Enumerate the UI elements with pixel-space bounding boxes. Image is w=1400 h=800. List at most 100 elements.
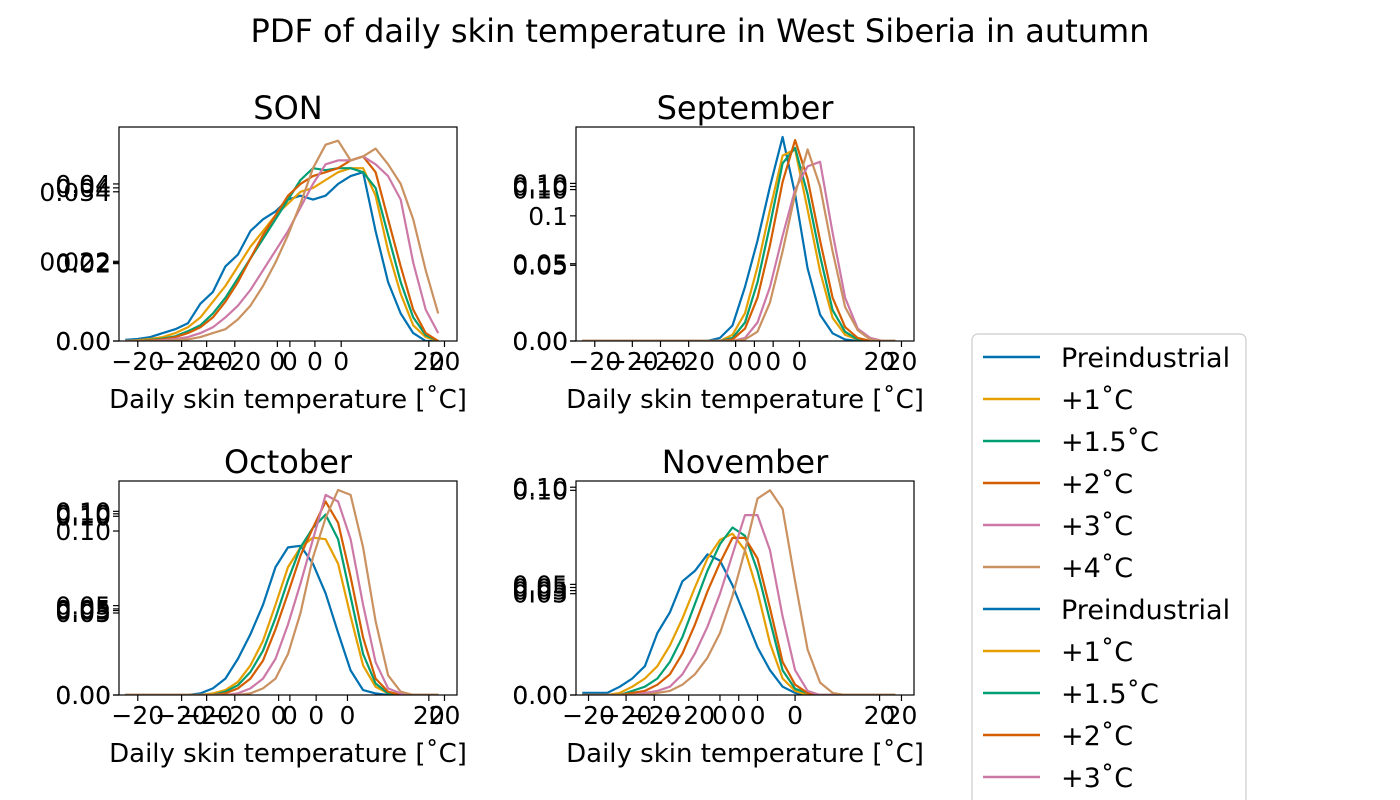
x-tick-label: −20: [155, 347, 208, 376]
legend-label: +2˚C: [1061, 469, 1133, 500]
series-line-plus-1-c: [582, 532, 896, 695]
axes-frame: [118, 480, 458, 696]
x-tick-label: 20: [864, 701, 896, 730]
y-tick-label: 0.10: [55, 500, 111, 529]
legend-label: Preindustrial: [1061, 343, 1230, 374]
axes-frame: [575, 480, 915, 696]
subplot-september: September0.000.000.050.050.10.100.100.10…: [512, 89, 924, 415]
y-tick-label: 0.00: [512, 327, 568, 356]
x-tick-label: 0: [282, 701, 298, 730]
subplot-grid: SON0.000.000.020.020.0220.040.040.034−20…: [39, 89, 923, 769]
x-tick-label: 0: [340, 701, 356, 730]
x-axis-label: Daily skin temperature [˚C]: [109, 739, 467, 769]
y-tick-label: 0.05: [512, 250, 568, 279]
series-line-plus-2-c: [582, 536, 896, 695]
y-tick-label: 0.10: [55, 497, 111, 526]
x-tick-label: −20: [606, 347, 659, 376]
y-tick-label: 0.1: [528, 202, 568, 231]
y-tick-label: 0.05: [55, 595, 111, 624]
x-tick-label: 20: [413, 347, 445, 376]
x-tick-label: −20: [111, 347, 164, 376]
series-line-plus-1-c: [125, 167, 439, 341]
y-tick-label: 0.10: [512, 473, 568, 502]
series-line-plus-2-c: [582, 139, 896, 341]
x-tick-label: 20: [429, 701, 461, 730]
x-tick-label: 20: [886, 701, 918, 730]
x-tick-label: −20: [180, 701, 233, 730]
y-tick-label: 0.05: [512, 580, 568, 609]
series-line-plus-1-c: [582, 148, 896, 341]
x-tick-label: 0: [750, 701, 766, 730]
subplot-son: SON0.000.000.020.020.0220.040.040.034−20…: [39, 89, 466, 415]
x-tick-label: −20: [208, 347, 261, 376]
legend-frame: [971, 333, 1247, 800]
subplot-october: October0.000.000.050.050.050.050.100.100…: [55, 443, 467, 769]
x-tick-label: 0: [307, 347, 323, 376]
legend-entry: Preindustrial: [983, 343, 1230, 374]
subplot-title: October: [224, 443, 353, 481]
y-tick-label: 0.10: [55, 502, 111, 531]
figure-title: PDF of daily skin temperature in West Si…: [251, 12, 1150, 50]
series-line-plus-2-c: [125, 155, 439, 341]
y-tick-label: 0.10: [512, 172, 568, 201]
x-tick-label: 0: [731, 701, 747, 730]
x-tick-label: −20: [562, 701, 615, 730]
x-tick-label: −20: [628, 701, 681, 730]
legend: Preindustrial +1˚C +1.5˚C +2˚C +3˚C +4˚C Prein…: [971, 333, 1247, 800]
legend-label: +3˚C: [1061, 763, 1133, 794]
legend-entry: +3˚C: [983, 763, 1133, 794]
legend-entry: +1.5˚C: [983, 427, 1159, 458]
y-tick-label: 0.10: [512, 176, 568, 205]
y-tick-label: 0.00: [512, 681, 568, 710]
series-line-plus-2-c: [125, 500, 439, 695]
legend-entry: +2˚C: [983, 721, 1133, 752]
y-tick-label: 0.05: [512, 573, 568, 602]
series-line-plus-3-c: [125, 493, 439, 695]
legend-label: +1.5˚C: [1061, 679, 1159, 710]
series-line-plus-1-5-c: [582, 146, 896, 341]
series-group: [582, 489, 896, 695]
series-group: [125, 488, 439, 695]
x-tick-label: 0: [282, 347, 298, 376]
x-tick-label: 20: [413, 701, 445, 730]
x-tick-label: 0: [333, 347, 349, 376]
legend-entry: +4˚C: [983, 553, 1133, 584]
x-tick-label: 0: [712, 701, 728, 730]
y-tick-label: 0.00: [55, 681, 111, 710]
x-tick-label: 0: [746, 347, 762, 376]
legend-entry: +1.5˚C: [983, 679, 1159, 710]
subplot-november: November0.000.000.050.050.050.050.100.10…: [512, 443, 924, 769]
y-tick-label: 0.00: [55, 327, 111, 356]
x-tick-label: 0: [269, 347, 285, 376]
y-tick-label: 0.022: [39, 247, 111, 276]
legend-label: +4˚C: [1061, 553, 1133, 584]
y-tick-label: 0.05: [55, 592, 111, 621]
x-tick-label: 0: [728, 347, 744, 376]
y-tick-label: 0.05: [512, 570, 568, 599]
x-tick-label: −20: [208, 701, 261, 730]
series-group: [125, 139, 440, 341]
series-line-plus-1-5-c: [582, 526, 896, 695]
series-line-preindustrial: [582, 135, 896, 341]
x-axis-label: Daily skin temperature [˚C]: [566, 385, 924, 415]
x-tick-label: 20: [886, 347, 918, 376]
x-tick-label: 20: [864, 347, 896, 376]
axes-frame: [575, 126, 915, 342]
x-tick-label: 0: [271, 701, 287, 730]
y-tick-label: 0.00: [55, 681, 111, 710]
y-tick-label: 0.02: [55, 250, 111, 279]
subplot-title: November: [662, 443, 829, 481]
x-tick-label: −20: [155, 701, 208, 730]
x-tick-label: −20: [600, 701, 653, 730]
y-tick-label: 0.04: [55, 174, 111, 203]
x-tick-label: −20: [662, 701, 715, 730]
y-tick-label: 0.10: [55, 517, 111, 546]
series-line-plus-3-c: [125, 155, 440, 341]
series-line-preindustrial: [125, 171, 439, 341]
y-tick-label: 0.00: [55, 327, 111, 356]
x-tick-label: −20: [180, 347, 233, 376]
y-tick-label: 0.02: [55, 248, 111, 277]
y-tick-label: 0.04: [55, 170, 111, 199]
y-tick-label: 0.00: [512, 327, 568, 356]
